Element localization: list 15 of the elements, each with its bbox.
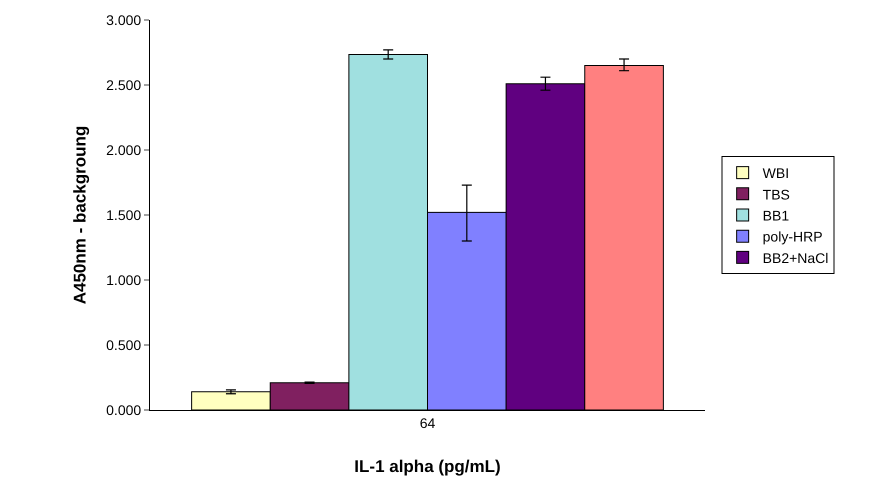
y-tick-label: 3.000 (106, 12, 142, 28)
legend-label: poly-HRP (762, 228, 823, 245)
legend-label: BB1 (762, 207, 790, 224)
legend-label: BB2+NaCl (762, 250, 828, 266)
y-tick-label: 0.500 (106, 336, 142, 353)
y-tick-label: 1.500 (106, 206, 142, 223)
y-tick-label: 2.000 (106, 142, 142, 158)
legend-label: WBI (762, 165, 790, 182)
y-axis-title: A450nm - backgroung (70, 126, 90, 304)
y-tick-label: 2.500 (106, 76, 142, 93)
legend-label: TBS (762, 186, 790, 202)
y-tick-label: 0.000 (106, 402, 142, 418)
y-tick-label: 1.000 (106, 272, 142, 288)
x-tick-label: 64 (420, 414, 436, 431)
x-axis-title: IL-1 alpha (pg/mL) (354, 457, 501, 476)
